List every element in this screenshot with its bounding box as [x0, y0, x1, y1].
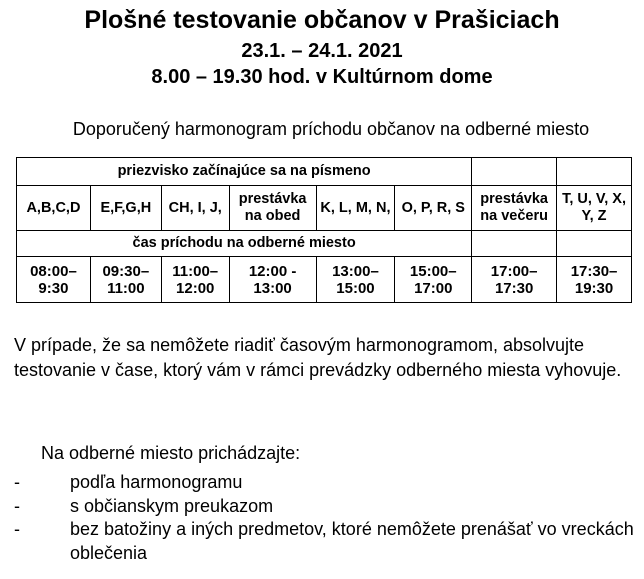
time-cell: 13:00– 15:00	[315, 256, 396, 303]
dates: 23.1. – 24.1. 2021	[241, 40, 403, 62]
group-cell: A,B,C,D	[16, 185, 91, 231]
group-cell: CH, I, J,	[160, 185, 230, 231]
table-row: 08:00– 9:30 09:30– 11:00 11:00– 12:00 12…	[16, 256, 632, 303]
list-item: - s občianskym preukazom	[14, 495, 634, 519]
group-cell: O, P, R, S	[394, 185, 473, 231]
time-cell: 08:00– 9:30	[16, 256, 91, 303]
empty-cell	[471, 157, 558, 186]
bullet-dash: -	[14, 472, 20, 492]
page-title: Plošné testovanie občanov v Prašiciach	[84, 6, 560, 34]
group-cell: prestávka na obed	[228, 185, 317, 231]
header-letters: priezvisko začínajúce sa na písmeno	[15, 157, 473, 186]
instructions-list: - podľa harmonogramu - s občianskym preuka…	[14, 471, 634, 565]
table-row: priezvisko začínajúce sa na písmeno	[15, 157, 632, 186]
time-cell: 12:00 - 13:00	[228, 256, 317, 303]
list-item-text: s občianskym preukazom	[70, 495, 274, 516]
list-item: - bez batožiny a iných predmetov, ktoré n…	[14, 518, 634, 565]
list-item-text: bez batožiny a iných predmetov, ktoré ne…	[70, 519, 634, 563]
bullet-dash: -	[14, 519, 20, 539]
bullet-dash: -	[14, 495, 20, 516]
empty-cell	[556, 157, 632, 186]
table-row: čas príchodu na odberné miesto	[15, 230, 632, 257]
empty-cell	[471, 230, 558, 257]
group-cell: E,F,G,H	[89, 185, 162, 231]
table-row: A,B,C,D E,F,G,H CH, I, J, prestávka na o…	[16, 185, 632, 231]
schedule-subtitle: Doporučený harmonogram príchodu občanov …	[72, 119, 590, 139]
time-cell: 15:00– 17:00	[394, 256, 473, 303]
group-cell: K, L, M, N,	[315, 185, 396, 231]
group-cell: prestávka na večeru	[471, 185, 558, 231]
group-cell: T, U, V, X, Y, Z	[556, 185, 632, 231]
empty-cell	[556, 230, 632, 257]
notice-paragraph: V prípade, že sa nemôžete riadiť časovým…	[14, 335, 622, 380]
time-and-place: 8.00 – 19.30 hod. v Kultúrnom dome	[151, 66, 493, 88]
header-time: čas príchodu na odberné miesto	[15, 230, 473, 257]
schedule-table: priezvisko začínajúce sa na písmeno A,B,…	[15, 157, 632, 303]
instructions-intro: Na odberné miesto prichádzajte:	[41, 443, 301, 463]
time-cell: 17:00– 17:30	[471, 256, 558, 303]
time-cell: 11:00– 12:00	[160, 256, 230, 303]
list-item: - podľa harmonogramu	[14, 471, 634, 495]
list-item-text: podľa harmonogramu	[70, 472, 243, 492]
time-cell: 09:30– 11:00	[89, 256, 162, 303]
time-cell: 17:30– 19:30	[556, 256, 632, 303]
